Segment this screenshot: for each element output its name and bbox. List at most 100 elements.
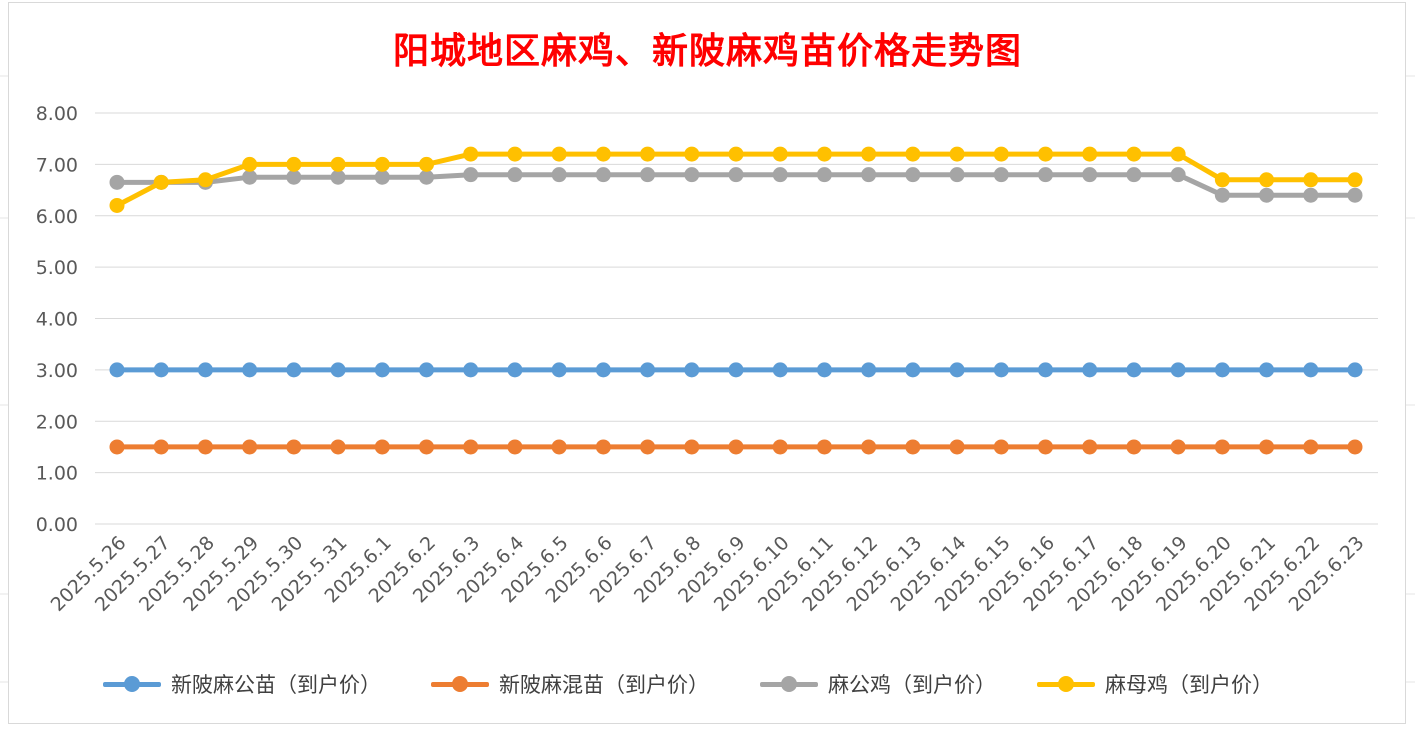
series-point-3 [684, 167, 700, 183]
series-point-3 [1038, 167, 1053, 183]
series-point-4 [595, 146, 611, 162]
series-point-1 [197, 362, 213, 378]
series-point-4 [286, 156, 302, 172]
series-point-4 [684, 146, 700, 162]
series-point-2 [1170, 439, 1186, 455]
series-point-1 [419, 362, 434, 378]
series-point-3 [551, 167, 567, 183]
series-point-4 [640, 146, 656, 162]
series-point-3 [905, 167, 921, 183]
series-point-3 [1347, 187, 1363, 203]
series-point-4 [816, 146, 832, 162]
series-point-2 [153, 439, 169, 455]
y-tick-label: 8.00 [36, 103, 78, 125]
series-point-3 [1303, 187, 1319, 203]
series-point-2 [1082, 439, 1098, 455]
series-point-2 [905, 439, 921, 455]
legend-marker-icon [1058, 675, 1074, 692]
series-point-4 [109, 197, 125, 213]
series-point-2 [330, 439, 346, 455]
series-point-2 [374, 439, 390, 455]
legend-line-icon [1037, 675, 1095, 692]
legend-item-2[interactable]: 新陂麻混苗（到户价） [431, 666, 709, 702]
series-point-1 [551, 362, 567, 378]
series-point-3 [949, 167, 965, 183]
series-point-4 [728, 146, 744, 162]
series-point-1 [1038, 362, 1053, 378]
series-point-1 [463, 362, 479, 378]
series-point-1 [153, 362, 169, 378]
series-point-3 [640, 167, 656, 183]
series-point-4 [772, 146, 788, 162]
series-point-1 [242, 362, 258, 378]
series-point-4 [419, 156, 434, 172]
series-point-2 [595, 439, 611, 455]
series-point-2 [1038, 439, 1053, 455]
series-point-2 [463, 439, 479, 455]
series-point-3 [595, 167, 611, 183]
series-point-3 [772, 167, 788, 183]
legend-item-3[interactable]: 麻公鸡（到户价） [760, 666, 996, 702]
chart-legend: 新陂麻公苗（到户价） 新陂麻混苗（到户价） 麻公鸡（到户价） 麻母鸡（到户价） [0, 666, 1415, 702]
series-point-2 [551, 439, 567, 455]
series-point-4 [1347, 172, 1363, 188]
series-point-2 [684, 439, 700, 455]
series-point-1 [595, 362, 611, 378]
y-tick-label: 7.00 [36, 154, 78, 176]
series-point-1 [949, 362, 965, 378]
series-point-2 [242, 439, 258, 455]
series-point-2 [286, 439, 302, 455]
series-point-3 [507, 167, 523, 183]
series-point-2 [197, 439, 213, 455]
series-point-4 [1259, 172, 1275, 188]
legend-item-4[interactable]: 麻母鸡（到户价） [1037, 666, 1273, 702]
series-point-1 [993, 362, 1009, 378]
series-point-2 [1303, 439, 1319, 455]
legend-label: 新陂麻公苗（到户价） [171, 673, 381, 697]
legend-label: 麻公鸡（到户价） [828, 673, 996, 697]
series-point-1 [109, 362, 125, 378]
series-point-2 [419, 439, 434, 455]
series-point-4 [463, 146, 479, 162]
series-point-2 [640, 439, 656, 455]
y-tick-label: 1.00 [36, 463, 78, 485]
legend-marker-icon [452, 675, 468, 692]
series-point-2 [1214, 439, 1230, 455]
series-point-1 [1214, 362, 1230, 378]
series-point-4 [861, 146, 877, 162]
series-point-3 [993, 167, 1009, 183]
series-point-2 [507, 439, 523, 455]
series-point-3 [330, 169, 346, 185]
series-point-4 [1214, 172, 1230, 188]
chart-area[interactable] [8, 2, 1406, 724]
series-point-3 [109, 174, 125, 190]
y-tick-label: 0.00 [36, 514, 78, 536]
series-point-4 [330, 156, 346, 172]
series-point-1 [374, 362, 390, 378]
series-point-2 [1259, 439, 1275, 455]
series-point-1 [507, 362, 523, 378]
series-point-3 [1214, 187, 1230, 203]
series-point-4 [1126, 146, 1142, 162]
legend-label: 麻母鸡（到户价） [1105, 673, 1273, 697]
series-point-3 [1170, 167, 1186, 183]
legend-marker-icon [124, 675, 140, 692]
series-point-4 [1082, 146, 1098, 162]
series-point-2 [728, 439, 744, 455]
y-tick-label: 4.00 [36, 309, 78, 331]
legend-item-1[interactable]: 新陂麻公苗（到户价） [103, 666, 381, 702]
y-tick-label: 6.00 [36, 206, 78, 228]
series-point-2 [816, 439, 832, 455]
series-point-3 [463, 167, 479, 183]
series-point-3 [1126, 167, 1142, 183]
series-point-1 [816, 362, 832, 378]
series-point-1 [640, 362, 656, 378]
series-point-4 [905, 146, 921, 162]
series-point-4 [993, 146, 1009, 162]
legend-line-icon [431, 675, 489, 692]
chart-title: 阳城地区麻鸡、新陂麻鸡苗价格走势图 [392, 30, 1022, 72]
series-point-2 [1126, 439, 1142, 455]
series-point-3 [728, 167, 744, 183]
series-point-1 [1082, 362, 1098, 378]
y-tick-label: 3.00 [36, 360, 78, 382]
